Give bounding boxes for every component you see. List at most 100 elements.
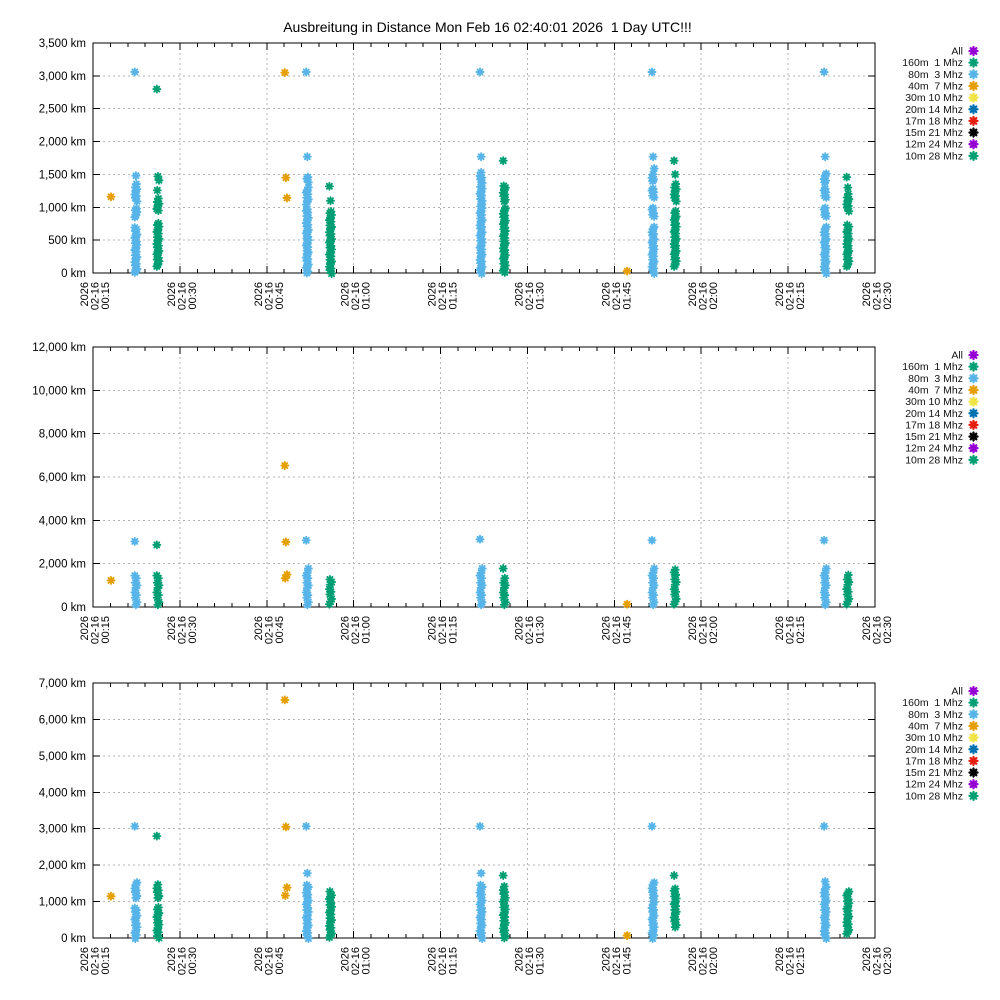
legend-label: 30m 10 Mhz xyxy=(905,92,963,104)
data-point xyxy=(500,573,510,583)
data-point xyxy=(498,156,508,166)
y-tick-label: 1,500 km xyxy=(39,169,86,181)
data-point xyxy=(669,871,679,880)
x-tick-label: 202602-1600:15 xyxy=(79,616,112,644)
legend-marker xyxy=(968,92,979,103)
legend-marker xyxy=(968,139,979,150)
legend-marker xyxy=(968,127,979,138)
series-column-10m-28-mhz xyxy=(842,172,854,271)
data-point xyxy=(820,171,830,180)
data-point xyxy=(476,152,486,162)
series-column-10m-28-mhz xyxy=(669,565,681,609)
series-column-80m-3-mhz xyxy=(130,67,142,277)
legend-label: 160m 1 Mhz xyxy=(902,361,963,373)
y-tick-label: 5,000 km xyxy=(39,751,86,763)
data-point xyxy=(130,67,140,77)
legend-label: 15m 21 Mhz xyxy=(905,767,963,779)
data-point xyxy=(647,821,657,831)
series-column-80m-3-mhz xyxy=(819,67,831,279)
data-point xyxy=(152,831,162,841)
data-point xyxy=(282,883,292,893)
x-tick-label: 202602-1601:45 xyxy=(600,947,633,975)
x-tick-label: 202602-1600:45 xyxy=(253,947,286,975)
series-column-10m-28-mhz xyxy=(669,156,681,271)
data-point xyxy=(301,535,311,545)
legend-label: 15m 21 Mhz xyxy=(905,127,963,139)
legend-label: All xyxy=(951,46,963,58)
data-point xyxy=(649,164,659,173)
data-point xyxy=(153,880,163,890)
y-tick-label: 2,000 km xyxy=(39,559,86,571)
data-point xyxy=(475,534,485,544)
data-point xyxy=(649,897,659,907)
legend-marker xyxy=(968,45,979,57)
data-point xyxy=(622,931,632,941)
data-point xyxy=(303,172,313,182)
x-tick-label: 202602-1601:15 xyxy=(427,282,460,310)
data-point xyxy=(325,887,335,896)
data-point xyxy=(499,881,509,891)
data-point xyxy=(622,266,632,276)
series-column-80m-3-mhz xyxy=(647,67,659,279)
data-point xyxy=(476,168,486,177)
data-point xyxy=(130,903,140,913)
x-tick-label: 202602-1602:15 xyxy=(774,282,807,310)
data-point xyxy=(132,878,142,888)
x-tick-label: 202602-1602:30 xyxy=(861,616,894,644)
x-tick-label: 202602-1601:00 xyxy=(340,282,373,310)
data-point xyxy=(842,220,852,230)
y-tick-label: 0 km xyxy=(61,268,86,280)
series-column-40m-7-mhz xyxy=(106,891,116,901)
data-point xyxy=(302,868,312,878)
x-tick-label: 202602-1600:30 xyxy=(166,616,199,644)
data-point xyxy=(820,184,830,194)
data-point xyxy=(153,902,163,912)
chart-2: 0 km 2,000 km 4,000 km 6,000 km 8,000 km 10,0… xyxy=(32,342,979,644)
y-tick-label: 1,000 km xyxy=(39,202,86,214)
data-point xyxy=(303,182,313,192)
data-point xyxy=(820,203,830,213)
data-point xyxy=(622,599,632,609)
y-tick-label: 3,500 km xyxy=(39,38,86,50)
x-tick-label: 202602-1600:30 xyxy=(166,947,199,975)
data-point xyxy=(648,152,658,162)
x-tick-label: 202602-1601:15 xyxy=(427,616,460,644)
legend-marker xyxy=(968,790,979,801)
series-column-10m-28-mhz xyxy=(324,181,337,279)
data-point xyxy=(131,204,141,213)
legend-label: 40m 7 Mhz xyxy=(908,80,963,92)
y-tick-label: 3,000 km xyxy=(39,71,86,83)
data-point xyxy=(819,821,829,831)
data-point xyxy=(303,564,313,573)
y-tick-label: 2,500 km xyxy=(39,104,86,116)
series-column-80m-3-mhz xyxy=(130,536,142,610)
data-point xyxy=(821,882,831,892)
y-tick-label: 8,000 km xyxy=(39,429,86,441)
legend-marker xyxy=(968,755,979,767)
x-tick-label: 202602-1602:30 xyxy=(861,947,894,975)
legend-marker xyxy=(968,396,979,407)
series-column-80m-3-mhz xyxy=(301,67,313,278)
data-point xyxy=(106,192,116,202)
series-column-10m-28-mhz xyxy=(152,831,164,943)
legend-marker xyxy=(968,767,979,778)
y-tick-label: 2,000 km xyxy=(39,860,86,872)
x-tick-label: 202602-1601:00 xyxy=(340,616,373,644)
data-point xyxy=(477,564,487,573)
data-point xyxy=(670,884,680,894)
y-tick-label: 6,000 km xyxy=(39,472,86,484)
data-point xyxy=(648,203,658,213)
y-tick-label: 7,000 km xyxy=(39,678,86,690)
data-point xyxy=(152,185,162,195)
y-tick-label: 0 km xyxy=(61,602,86,614)
data-point xyxy=(130,536,140,546)
x-tick-label: 202602-1602:30 xyxy=(861,282,894,310)
data-point xyxy=(477,200,487,210)
data-point xyxy=(280,891,290,900)
x-tick-label: 202602-1601:15 xyxy=(427,947,460,975)
series-column-10m-28-mhz xyxy=(152,540,164,610)
data-point xyxy=(648,169,658,179)
